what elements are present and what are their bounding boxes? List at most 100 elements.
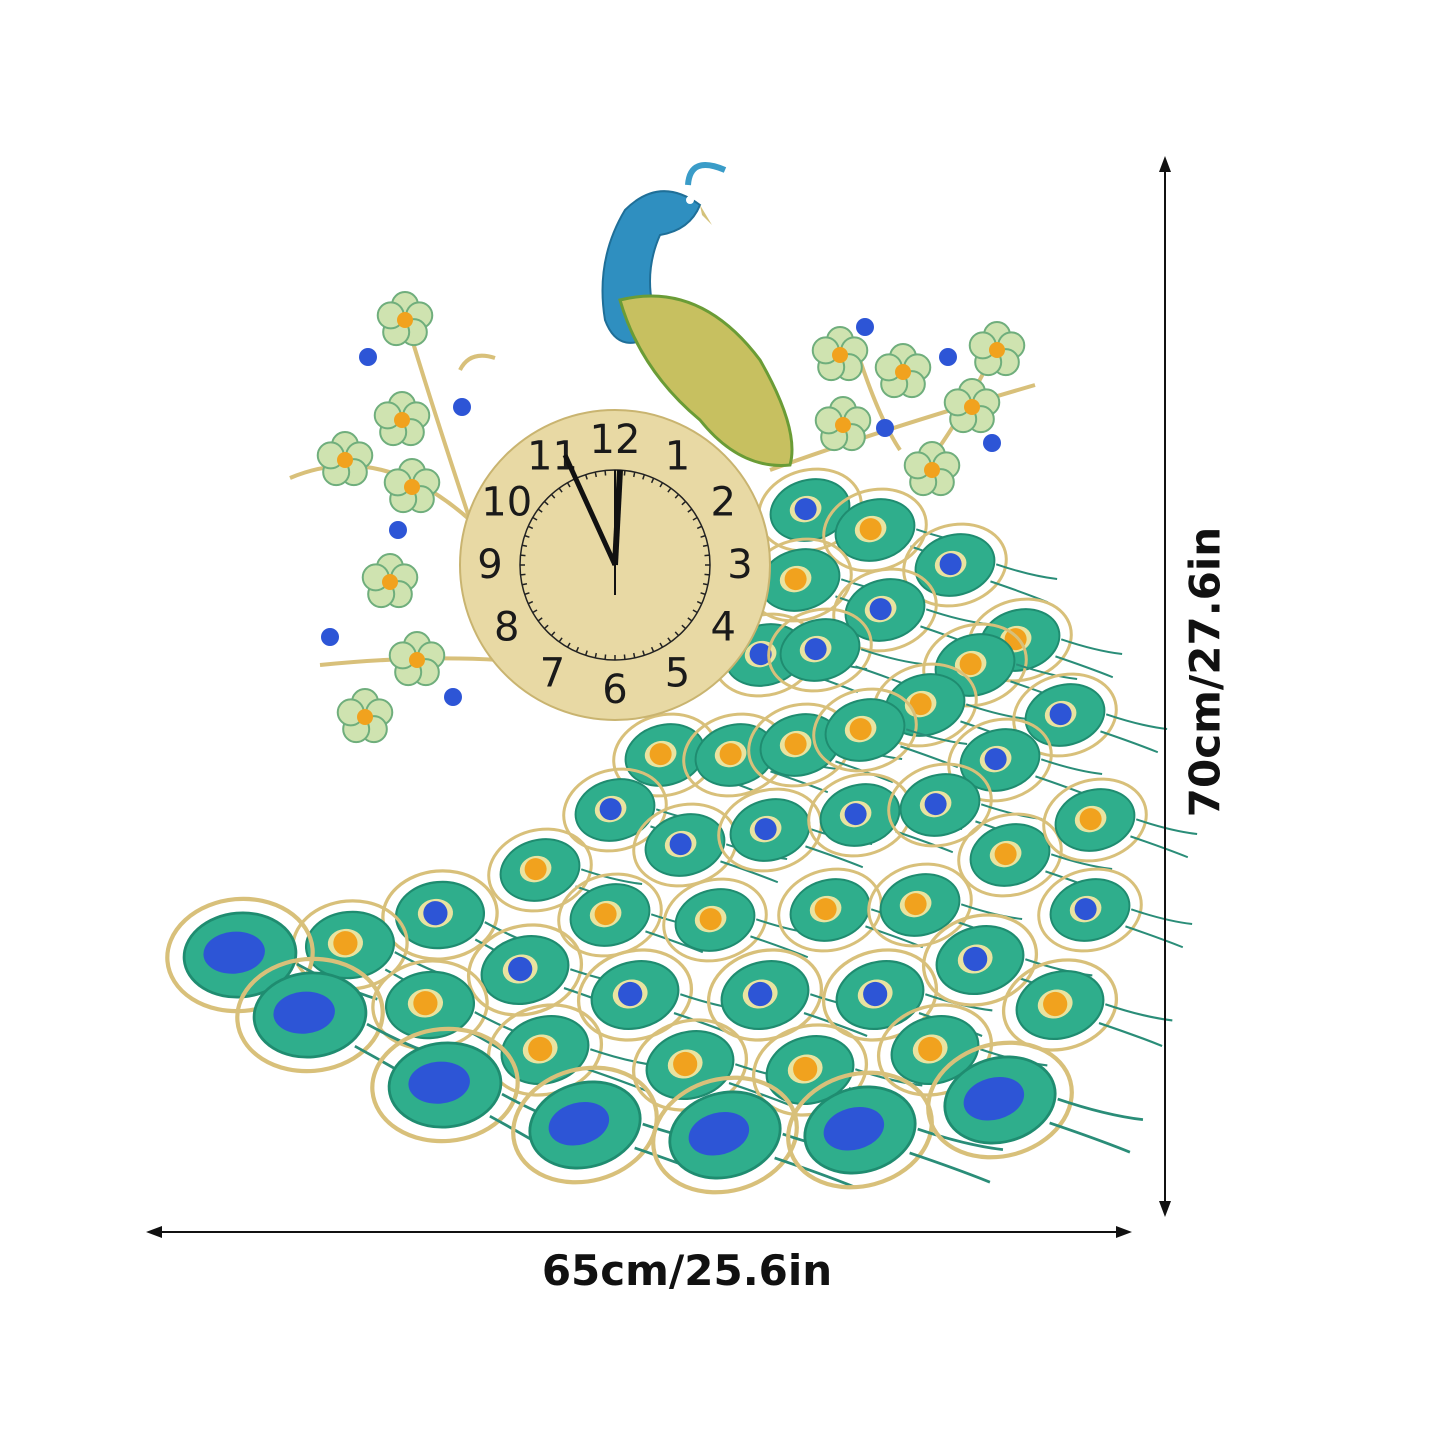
feather-gold-outline [902, 522, 1008, 608]
blue-gem [749, 643, 772, 666]
orange-gem [959, 653, 982, 676]
blue-bead [444, 688, 462, 706]
minute-tick [524, 534, 530, 538]
blue-gem [408, 1061, 470, 1104]
flower-center-gem [895, 364, 911, 380]
feather [747, 702, 903, 788]
feather-gold-outline [1042, 777, 1148, 863]
flower [903, 441, 961, 497]
minute-tick [537, 617, 543, 622]
minute-tick [632, 471, 636, 478]
blue-gem [1049, 703, 1072, 726]
minute-tick [696, 600, 703, 605]
minute-tick [558, 637, 563, 643]
blue-gem [939, 553, 962, 576]
orange-gem [859, 518, 882, 541]
blue-gem [754, 818, 777, 841]
blue-gem [548, 1101, 610, 1146]
minute-tick [667, 637, 672, 643]
feather-strands [1130, 818, 1198, 859]
orange-gem [528, 1036, 553, 1062]
orange-gem [814, 898, 837, 921]
feather [370, 1026, 583, 1161]
feather-gold-outline [957, 812, 1063, 898]
tail-feathers [165, 467, 1198, 1195]
blue-bead [876, 419, 894, 437]
blue-gem [599, 798, 622, 821]
orange-gem [904, 893, 927, 916]
blue-gem [924, 793, 947, 816]
minute-tick [700, 534, 706, 538]
minute-tick [704, 573, 710, 576]
blue-gem [688, 1111, 750, 1156]
minute-tick [566, 642, 571, 648]
feather-strands [1049, 1097, 1144, 1154]
minute-tick [584, 650, 588, 656]
feather [876, 1003, 1048, 1097]
minute-tick [700, 592, 706, 596]
feather [235, 956, 448, 1091]
feather [1042, 777, 1198, 863]
minute-tick [674, 631, 680, 637]
orange-gem [524, 858, 547, 881]
flower-center-gem [337, 452, 353, 468]
feather [926, 1040, 1144, 1160]
blue-gem [273, 991, 335, 1034]
clock-numeral: 3 [727, 542, 752, 588]
clock-numeral: 12 [590, 417, 641, 463]
minute-tick [543, 624, 549, 630]
clock-numeral: 10 [481, 480, 532, 526]
feather-gold-outline [921, 913, 1039, 1007]
blue-bead [359, 348, 377, 366]
minute-tick [642, 650, 646, 656]
flower [316, 431, 374, 487]
orange-gem [333, 931, 358, 956]
height-dimension-label: 70cm/27.6in [1180, 526, 1230, 818]
feather-gold-outline [812, 687, 918, 773]
feather-gold-outline [370, 1026, 520, 1144]
feather-strands [1100, 713, 1168, 754]
blue-bead [856, 318, 874, 336]
flowers [316, 291, 1026, 744]
flower [376, 291, 434, 347]
minute-tick [702, 582, 709, 586]
flower-center-gem [964, 399, 980, 415]
minute-tick [681, 500, 687, 506]
minute-tick [532, 516, 538, 521]
peacock-figure [601, 162, 794, 467]
feather-gold-outline [767, 607, 873, 693]
orange-gem [649, 743, 672, 766]
minute-tick [532, 609, 538, 614]
flower-center-gem [924, 462, 940, 478]
feather [867, 862, 1023, 948]
feather [751, 1023, 923, 1117]
clock-numeral: 4 [711, 605, 736, 651]
feather [487, 827, 643, 913]
blue-gem [963, 946, 988, 972]
feather [717, 787, 873, 873]
orange-gem [784, 568, 807, 591]
blue-gem [844, 803, 867, 826]
blue-bead [389, 521, 407, 539]
orange-gem [849, 718, 872, 741]
feather-strands [1125, 908, 1193, 949]
feather [466, 923, 638, 1017]
feather [921, 913, 1093, 1007]
feather [786, 1070, 1004, 1190]
feather [486, 1003, 658, 1097]
minute-tick [623, 654, 626, 660]
feather-gold-outline [777, 867, 883, 953]
clock-numeral: 7 [540, 650, 565, 696]
blue-bead [939, 348, 957, 366]
minute-tick [692, 609, 698, 614]
feather [1037, 867, 1193, 953]
minute-tick [566, 482, 571, 488]
peacock-crest [685, 162, 727, 186]
blue-bead [983, 434, 1001, 452]
minute-tick [521, 544, 528, 548]
feather-gold-outline [821, 948, 939, 1042]
minute-tick [704, 554, 710, 557]
blue-gem [869, 598, 892, 621]
minute-tick [604, 654, 607, 660]
minute-tick [550, 631, 556, 637]
